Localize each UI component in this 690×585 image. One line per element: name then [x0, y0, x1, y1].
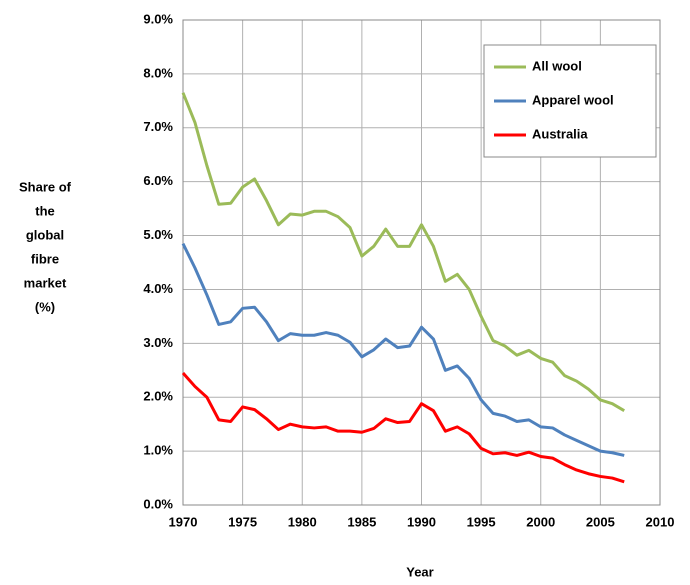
y-tick-label: 4.0% — [143, 281, 173, 296]
y-axis-label: fibre — [31, 251, 59, 266]
x-tick-label: 1975 — [228, 514, 257, 529]
y-tick-label: 1.0% — [143, 443, 173, 458]
data-line — [181, 371, 625, 484]
data-line — [181, 92, 625, 412]
y-axis-label: market — [24, 275, 67, 290]
legend-label: Australia — [532, 126, 588, 141]
y-tick-label: 3.0% — [143, 335, 173, 350]
plot-frame — [182, 19, 661, 506]
x-tick-label: 1985 — [347, 514, 376, 529]
x-axis-label: Year — [406, 564, 433, 579]
y-tick-label: 5.0% — [143, 227, 173, 242]
y-tick-label: 7.0% — [143, 119, 173, 134]
y-tick-label: 0.0% — [143, 496, 173, 511]
y-axis-label: the — [35, 203, 55, 218]
y-axis-label: global — [26, 227, 64, 242]
y-tick-label: 2.0% — [143, 389, 173, 404]
y-tick-label: 6.0% — [143, 173, 173, 188]
legend-label: Apparel wool — [532, 92, 614, 107]
x-tick-label: 1970 — [169, 514, 198, 529]
x-tick-label: 2010 — [646, 514, 675, 529]
legend: All wool Apparel wool Australia — [483, 44, 657, 158]
x-tick-label: 1995 — [467, 514, 496, 529]
data-line — [181, 242, 625, 457]
x-tick-label: 2000 — [526, 514, 555, 529]
y-tick-label: 9.0% — [143, 11, 173, 26]
x-tick-label: 1980 — [288, 514, 317, 529]
legend-label: All wool — [532, 58, 582, 73]
y-axis-label: (%) — [35, 299, 55, 314]
y-axis-label: Share of — [19, 179, 72, 194]
y-tick-label: 8.0% — [143, 65, 173, 80]
x-tick-label: 1990 — [407, 514, 436, 529]
x-tick-label: 2005 — [586, 514, 615, 529]
